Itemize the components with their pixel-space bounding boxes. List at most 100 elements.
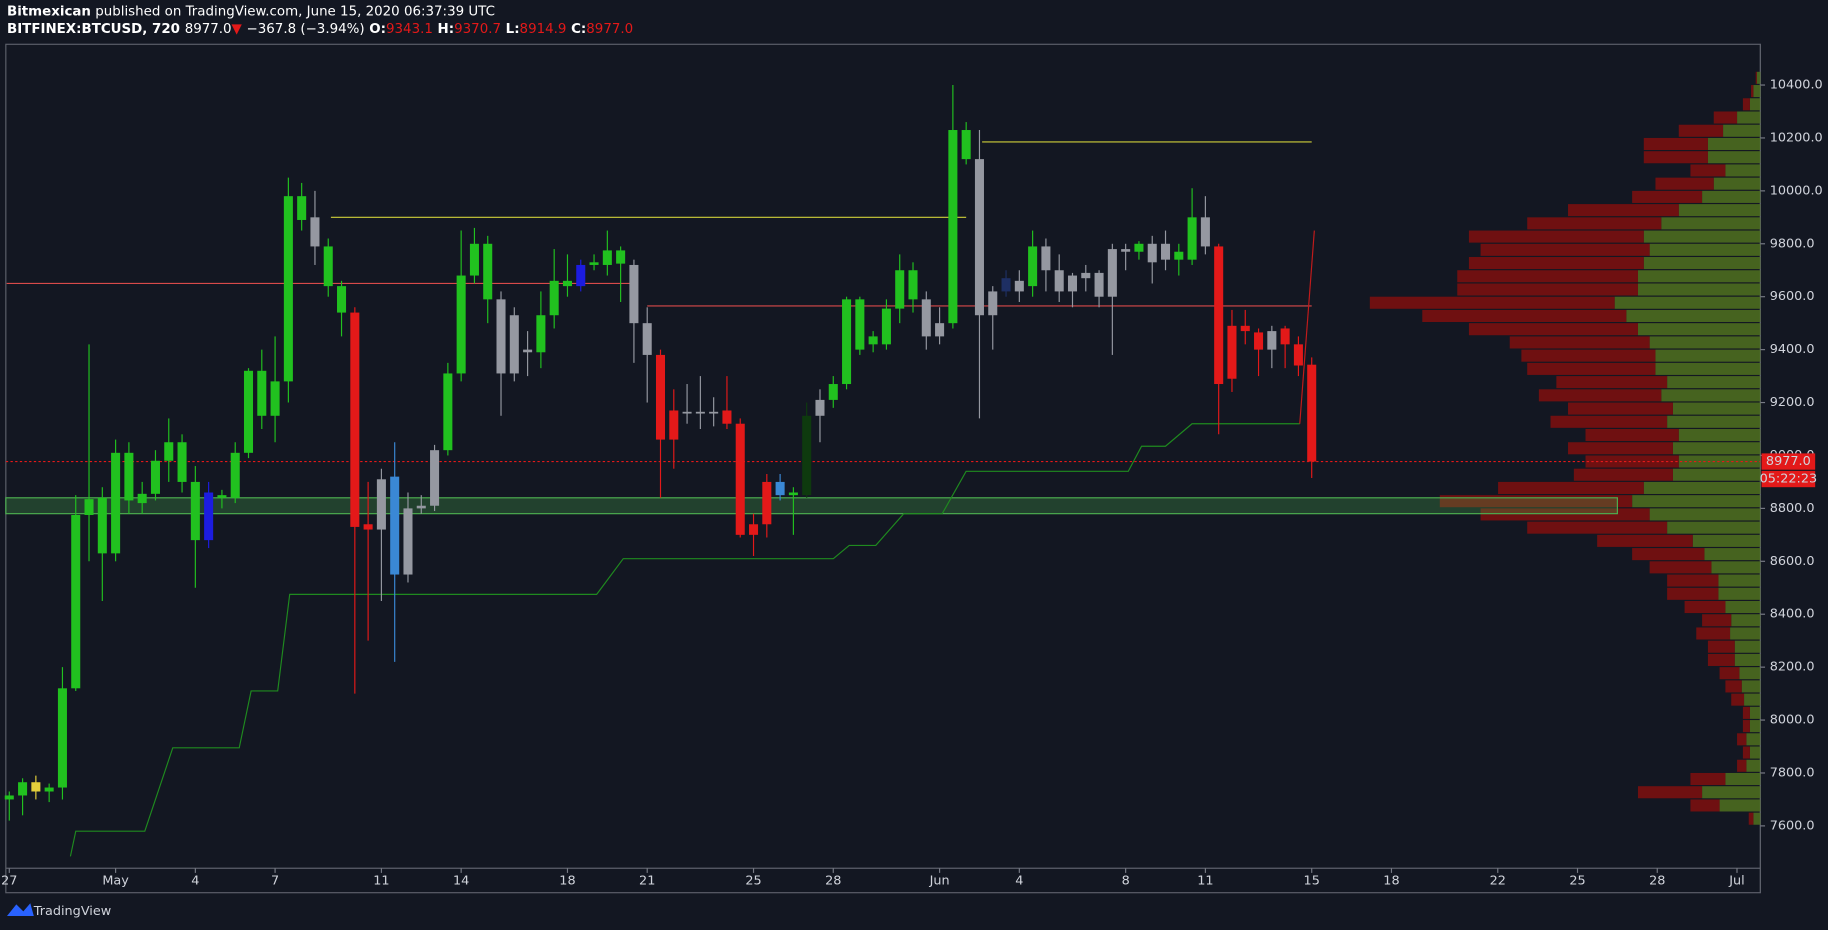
candle-body xyxy=(483,243,493,300)
profile-down xyxy=(1457,270,1638,283)
profile-down xyxy=(1702,614,1732,627)
x-tick-label: 11 xyxy=(1197,874,1213,889)
x-tick-label: 25 xyxy=(1569,874,1585,889)
profile-up xyxy=(1667,521,1761,534)
profile-down xyxy=(1755,71,1757,84)
profile-down xyxy=(1649,561,1712,574)
profile-down xyxy=(1422,309,1627,323)
profile-up xyxy=(1637,270,1761,283)
y-tick-label: 10200.0 xyxy=(1770,130,1823,145)
x-tick-label: 15 xyxy=(1304,874,1320,889)
candle-body xyxy=(496,299,506,374)
profile-up xyxy=(1637,323,1761,336)
profile-up xyxy=(1723,124,1761,137)
profile-down xyxy=(1737,733,1747,746)
ohlc-o-label: O: xyxy=(369,22,386,37)
profile-up xyxy=(1678,455,1761,468)
profile-down xyxy=(1527,362,1656,375)
candle-body xyxy=(1001,278,1011,292)
candle-body xyxy=(350,312,360,527)
profile-down xyxy=(1521,349,1656,362)
profile-down xyxy=(1568,204,1679,217)
symbol: BITFINEX:BTCUSD, 720 xyxy=(7,22,180,37)
profile-down xyxy=(1643,137,1708,151)
published: published on TradingView.com, June 15, 2… xyxy=(95,5,495,20)
x-tick-label: 21 xyxy=(639,874,655,889)
candle-body xyxy=(1187,217,1197,260)
ohlc-h-label: H: xyxy=(438,22,455,37)
ohlc-h: 9370.7 xyxy=(454,22,501,37)
profile-up xyxy=(1704,548,1761,561)
candle-body xyxy=(802,415,812,496)
profile-up xyxy=(1749,746,1761,759)
candle-body xyxy=(363,524,373,530)
profile-down xyxy=(1468,230,1644,243)
candle-body xyxy=(855,299,865,350)
profile-down xyxy=(1742,706,1750,719)
candle-body xyxy=(469,243,479,276)
candle-body xyxy=(1293,344,1303,366)
candle-body xyxy=(616,250,626,264)
candle-body xyxy=(31,782,41,792)
profile-down xyxy=(1643,151,1708,164)
profile-down xyxy=(1457,283,1638,296)
profile-up xyxy=(1672,442,1761,455)
profile-up xyxy=(1672,402,1761,415)
profile-up xyxy=(1702,190,1761,203)
candle-body xyxy=(749,524,759,535)
profile-up xyxy=(1725,164,1761,177)
x-tick-label: Jun xyxy=(929,874,950,889)
candle-body xyxy=(682,411,692,414)
candle-body xyxy=(642,323,652,355)
y-tick-label: 9800.0 xyxy=(1770,236,1815,251)
profile-down xyxy=(1667,587,1719,600)
profile-down xyxy=(1696,627,1731,640)
candle-body xyxy=(974,159,984,316)
x-tick-label: 8 xyxy=(1122,874,1130,889)
profile-up xyxy=(1737,111,1761,124)
profile-down xyxy=(1527,521,1668,534)
profile-down xyxy=(1748,812,1754,825)
candle-body xyxy=(762,481,772,525)
profile-down xyxy=(1498,481,1644,494)
publish-line: Bitmexican published on TradingView.com,… xyxy=(7,5,495,20)
symbol-line: BITFINEX:BTCUSD, 720 8977.0▼ −367.8 (−3.… xyxy=(7,22,633,37)
x-tick-label: 22 xyxy=(1490,874,1506,889)
candle-body xyxy=(71,514,81,689)
brand[interactable]: TradingView xyxy=(6,903,111,919)
profile-up xyxy=(1707,137,1761,151)
candle-body xyxy=(961,130,971,160)
candle-body xyxy=(297,196,307,220)
y-tick-label: 10000.0 xyxy=(1770,183,1823,198)
profile-down xyxy=(1655,177,1714,190)
candle-body xyxy=(283,196,293,382)
candle-body xyxy=(775,481,785,496)
profile-up xyxy=(1649,243,1761,256)
candle-body xyxy=(589,262,599,265)
candle-body xyxy=(416,505,426,509)
profile-up xyxy=(1667,415,1761,428)
candle-body xyxy=(57,688,67,788)
profile-down xyxy=(1684,600,1726,614)
candle-body xyxy=(735,423,745,535)
candle-body xyxy=(722,410,732,424)
candle-body xyxy=(602,250,612,265)
profile-down xyxy=(1573,468,1673,481)
author[interactable]: Bitmexican xyxy=(7,5,91,20)
profile-up xyxy=(1725,600,1761,614)
candle-body xyxy=(243,370,254,453)
brand-logo xyxy=(6,903,34,917)
candle-body xyxy=(137,493,147,504)
candle-body xyxy=(97,497,107,554)
candle-body xyxy=(217,495,227,498)
profile-up xyxy=(1713,177,1761,190)
candle-body xyxy=(828,384,838,400)
profile-up xyxy=(1744,693,1761,706)
x-tick-label: 4 xyxy=(1015,874,1023,889)
x-tick-label: May xyxy=(102,874,129,889)
countdown-label: 05:22:23 xyxy=(1760,472,1818,487)
candle-body xyxy=(1267,331,1277,350)
profile-down xyxy=(1480,243,1650,256)
profile-up xyxy=(1661,389,1761,402)
candle-body xyxy=(310,217,320,247)
